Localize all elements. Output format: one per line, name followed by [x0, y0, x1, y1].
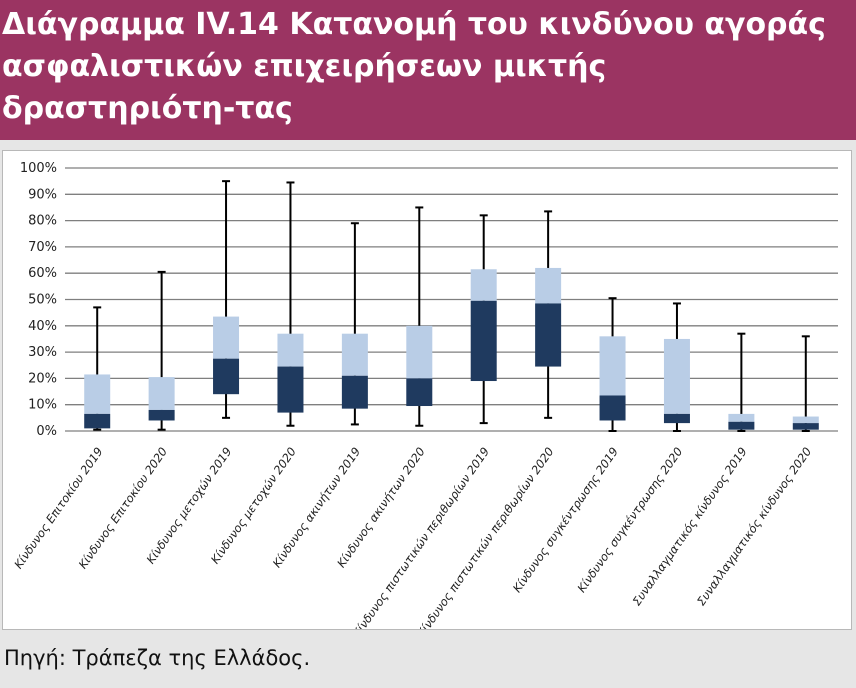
box-upper — [277, 333, 304, 367]
y-tick-label: 70% — [28, 240, 57, 255]
box-plot-chart: 0% 10% 20% 30% 40% 50% 60% 70% 80% 90% 100% Κίνδυνο… — [11, 161, 838, 629]
box-lower — [213, 358, 240, 395]
y-tick-label: 20% — [28, 371, 57, 386]
box-upper — [470, 269, 497, 301]
box-lower — [470, 300, 497, 382]
box-upper — [148, 377, 175, 410]
box-lower — [728, 421, 755, 430]
y-tick-label: 80% — [28, 214, 57, 229]
title-banner: Διάγραμμα IV.14 Κατανομή του κινδύνου αγ… — [0, 0, 856, 140]
box-upper — [792, 416, 819, 424]
box-upper — [728, 413, 755, 422]
y-tick-label: 60% — [28, 266, 57, 281]
y-tick-label: 90% — [28, 187, 57, 202]
box-upper — [663, 338, 690, 414]
x-tick-label: Κίνδυνος συγκέντρωσης 2019 — [510, 445, 621, 595]
x-tick-label: Συναλλαγματικός κίνδυνος 2019 — [630, 445, 750, 608]
box-upper — [406, 325, 433, 379]
x-tick-label: Κίνδυνος πιστωτικών περιθωρίων 2019 — [350, 445, 493, 629]
box-upper — [535, 267, 562, 304]
x-tick-label: Συναλλαγματικός κίνδυνος 2020 — [694, 445, 814, 608]
box-lower — [535, 303, 562, 367]
box-lower — [148, 409, 175, 421]
box-lower — [599, 395, 626, 421]
box-lower — [277, 366, 304, 413]
y-tick-label: 100% — [20, 161, 57, 176]
y-tick-label: 50% — [28, 293, 57, 308]
box-lower — [84, 413, 111, 429]
box-lower — [792, 423, 819, 430]
x-tick-label: Κίνδυνος συγκέντρωσης 2020 — [574, 445, 685, 595]
box-lower — [341, 375, 368, 409]
y-tick-label: 0% — [36, 424, 57, 439]
x-tick-label: Κίνδυνος πιστωτικών περιθωρίων 2020 — [414, 445, 557, 629]
page-title: Διάγραμμα IV.14 Κατανομή του κινδύνου αγ… — [2, 7, 826, 126]
y-tick-label: 30% — [28, 345, 57, 360]
box-upper — [84, 374, 111, 414]
box-upper — [213, 316, 240, 359]
y-tick-label: 40% — [28, 319, 57, 334]
box-lower — [406, 378, 433, 407]
chart-frame: 0% 10% 20% 30% 40% 50% 60% 70% 80% 90% 100% Κίνδυνο… — [2, 150, 852, 630]
box-upper — [599, 336, 626, 396]
source-note: Πηγή: Τράπεζα της Ελλάδος. — [4, 646, 311, 670]
y-tick-label: 10% — [28, 398, 57, 413]
box-upper — [341, 333, 368, 376]
box-lower — [663, 413, 690, 424]
